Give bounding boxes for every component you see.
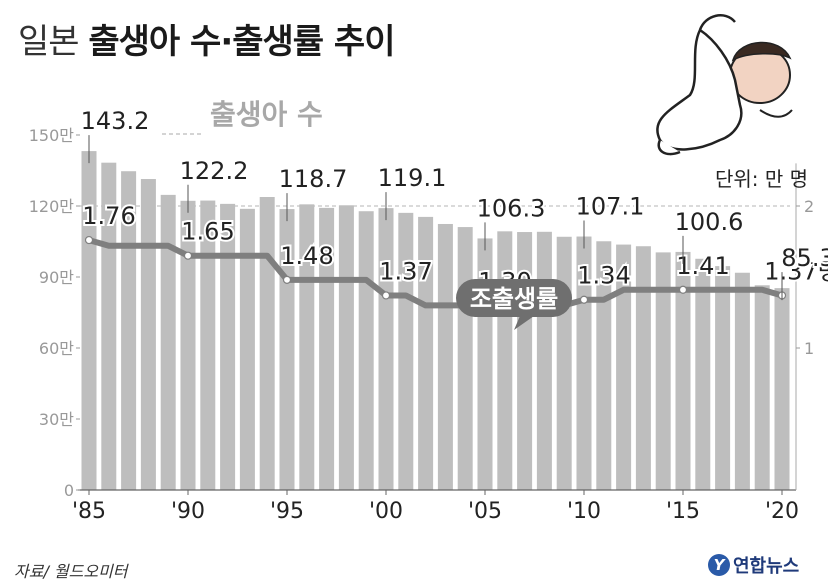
bar-births-2000 xyxy=(378,208,394,490)
bar-births-2015 xyxy=(675,251,691,490)
rate-marker-2015 xyxy=(678,285,688,294)
x-tick-label: '15 xyxy=(666,499,700,524)
bar-births-1988 xyxy=(140,179,156,490)
y-left-tick-label: 150만 xyxy=(29,126,75,145)
logo-mark: Y xyxy=(708,554,730,576)
births-label-2000: 119.1 xyxy=(378,164,447,192)
bar-births-2020 xyxy=(774,288,790,490)
legend-birth-rate: 조출생률 xyxy=(470,285,558,313)
x-tick-label: '95 xyxy=(270,499,304,524)
bar-births-1991 xyxy=(200,200,216,490)
source-note: 자료/ 월드오미터 xyxy=(14,562,128,581)
births-label-2005: 106.3 xyxy=(477,194,546,222)
bar-births-2008 xyxy=(536,231,552,490)
bar-births-1993 xyxy=(239,208,255,490)
logo-text: 연합뉴스 xyxy=(733,556,800,577)
publisher-logo: Y 연합뉴스 xyxy=(708,552,799,578)
rate-label-2010: 1.34 xyxy=(577,262,630,290)
rate-label-1995: 1.48 xyxy=(280,242,333,270)
bar-births-2013 xyxy=(635,246,651,490)
bar-births-1994 xyxy=(259,197,275,491)
title-main: 출생아 수·출생률 추이 xyxy=(88,22,395,62)
y-left-tick-label: 0 xyxy=(64,481,74,500)
rate-label-1990: 1.65 xyxy=(181,218,234,246)
bar-births-1992 xyxy=(220,203,236,490)
rate-marker-1995 xyxy=(282,275,292,284)
bar-births-2003 xyxy=(437,223,453,490)
y-right-tick-label: 2 xyxy=(804,197,814,216)
unit-note: 단위: 만 명 xyxy=(715,167,808,191)
x-tick-label: '20 xyxy=(765,499,799,524)
rate-marker-2010 xyxy=(579,295,589,304)
births-label-2020: 85.3 xyxy=(781,244,828,272)
x-tick-label: '85 xyxy=(72,499,106,524)
bar-births-1990 xyxy=(180,200,196,490)
bar-births-2004 xyxy=(457,227,473,490)
x-tick-label: '90 xyxy=(171,499,205,524)
bar-births-2017 xyxy=(715,266,731,490)
bar-births-1998 xyxy=(338,205,354,491)
rate-callout-box xyxy=(456,279,572,317)
y-left-tick-label: 90만 xyxy=(39,268,74,287)
bar-births-2016 xyxy=(695,258,711,490)
rate-label-2020: 1.37명 xyxy=(764,257,828,285)
bar-births-2019 xyxy=(754,285,770,490)
y-right-tick-label: 1 xyxy=(804,339,814,358)
y-left-tick-label: 60만 xyxy=(39,339,74,358)
births-label-2010: 107.1 xyxy=(576,193,645,221)
births-label-1990: 122.2 xyxy=(180,157,249,185)
x-tick-label: '05 xyxy=(468,499,502,524)
chart-title: 일본 출생아 수·출생률 추이 xyxy=(18,14,395,63)
x-tick-label: '10 xyxy=(567,499,601,524)
baby-illustration xyxy=(656,14,793,156)
x-tick-label: '00 xyxy=(369,499,403,524)
title-country: 일본 xyxy=(18,22,80,62)
bar-births-1985 xyxy=(81,151,97,491)
bar-births-2011 xyxy=(596,241,612,490)
bar-births-1996 xyxy=(299,204,315,491)
bar-births-1989 xyxy=(160,194,176,491)
bar-births-2014 xyxy=(655,252,671,490)
rate-label-2000: 1.37 xyxy=(379,257,432,285)
y-left-tick-label: 30만 xyxy=(39,410,74,429)
plot-area: 0 30만 60만 90만 120만 150만 1 2 '85 '90 '95 '00 '05 '10 '1… xyxy=(29,98,828,524)
line-birth-rate xyxy=(86,237,785,309)
bar-births-2001 xyxy=(398,212,414,490)
bar-births-2002 xyxy=(418,216,434,491)
rate-label-2015: 1.41 xyxy=(676,252,729,280)
y-left-tick-label: 120만 xyxy=(29,197,75,216)
rate-marker-1985 xyxy=(84,235,94,245)
bar-births-1999 xyxy=(358,211,374,490)
rate-callout-pointer xyxy=(514,316,534,330)
rate-marker-1990 xyxy=(183,251,193,260)
births-label-1985: 143.2 xyxy=(81,107,150,135)
rate-label-1985: 1.76 xyxy=(82,202,135,230)
bar-births-1987 xyxy=(121,171,137,490)
rate-marker-2000 xyxy=(381,291,391,300)
births-label-1995: 118.7 xyxy=(279,165,348,193)
legend-births: 출생아 수 xyxy=(210,98,323,131)
bar-births-2009 xyxy=(556,236,572,490)
bar-births-2012 xyxy=(616,244,632,490)
births-label-2015: 100.6 xyxy=(675,208,744,236)
bar-births-2018 xyxy=(734,272,750,490)
